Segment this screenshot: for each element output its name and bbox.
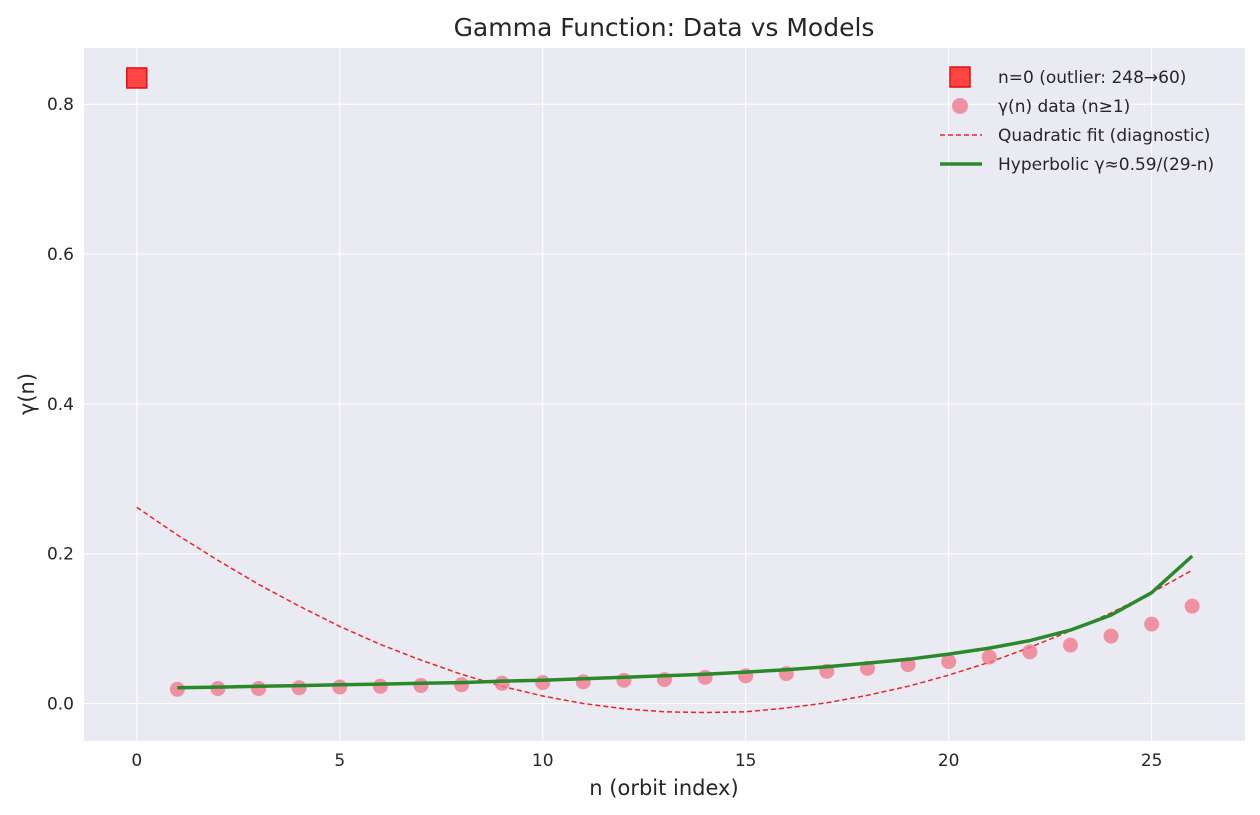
y-axis-label: γ(n) (15, 373, 39, 415)
data-point (251, 681, 267, 697)
data-point (454, 677, 470, 693)
legend-square-marker (949, 66, 971, 88)
data-point (494, 675, 510, 691)
data-point (1103, 628, 1119, 644)
legend-label-data: γ(n) data (n≥1) (998, 97, 1130, 117)
data-point (697, 669, 713, 685)
data-point (981, 649, 997, 665)
y-tick-label: 0.4 (47, 395, 74, 415)
data-point (1144, 616, 1160, 632)
ticks: 0 5 10 15 20 25 0.0 0.2 0.4 0.6 0.8 (47, 95, 1163, 771)
x-tick-label: 15 (735, 751, 757, 771)
legend-label-outlier: n=0 (outlier: 248→60) (998, 68, 1186, 88)
y-tick-label: 0.6 (47, 245, 74, 265)
outlier-point (126, 67, 148, 89)
y-tick-label: 0.8 (47, 95, 74, 115)
series-layer (126, 67, 1200, 714)
data-point (1184, 598, 1200, 614)
x-tick-label: 20 (938, 751, 960, 771)
legend-label-quadratic: Quadratic fit (diagnostic) (998, 126, 1210, 146)
grid (84, 48, 1245, 741)
plot-background (84, 48, 1245, 741)
data-point (372, 678, 388, 694)
y-tick-label: 0.2 (47, 545, 74, 565)
data-point (1062, 637, 1078, 653)
legend-label-hyperbolic: Hyperbolic γ≈0.59/(29-n) (998, 155, 1214, 175)
data-point (575, 674, 591, 690)
x-tick-label: 10 (532, 751, 554, 771)
data-point (291, 680, 307, 696)
x-tick-label: 0 (131, 751, 142, 771)
data-point (616, 672, 632, 688)
data-point (941, 654, 957, 670)
x-tick-label: 5 (334, 751, 345, 771)
data-point (413, 678, 429, 694)
y-tick-label: 0.0 (47, 695, 74, 715)
legend-circle-marker (952, 98, 968, 114)
data-point (332, 679, 348, 695)
legend: n=0 (outlier: 248→60) γ(n) data (n≥1) Qu… (940, 66, 1214, 175)
chart-title: Gamma Function: Data vs Models (454, 13, 875, 42)
hyperbolic-fit-line (177, 554, 1194, 690)
quadratic-fit-line (136, 506, 1193, 714)
data-point (1022, 644, 1038, 660)
data-point (535, 675, 551, 691)
data-point (169, 681, 185, 697)
x-tick-label: 25 (1141, 751, 1163, 771)
x-axis-label: n (orbit index) (589, 776, 738, 800)
